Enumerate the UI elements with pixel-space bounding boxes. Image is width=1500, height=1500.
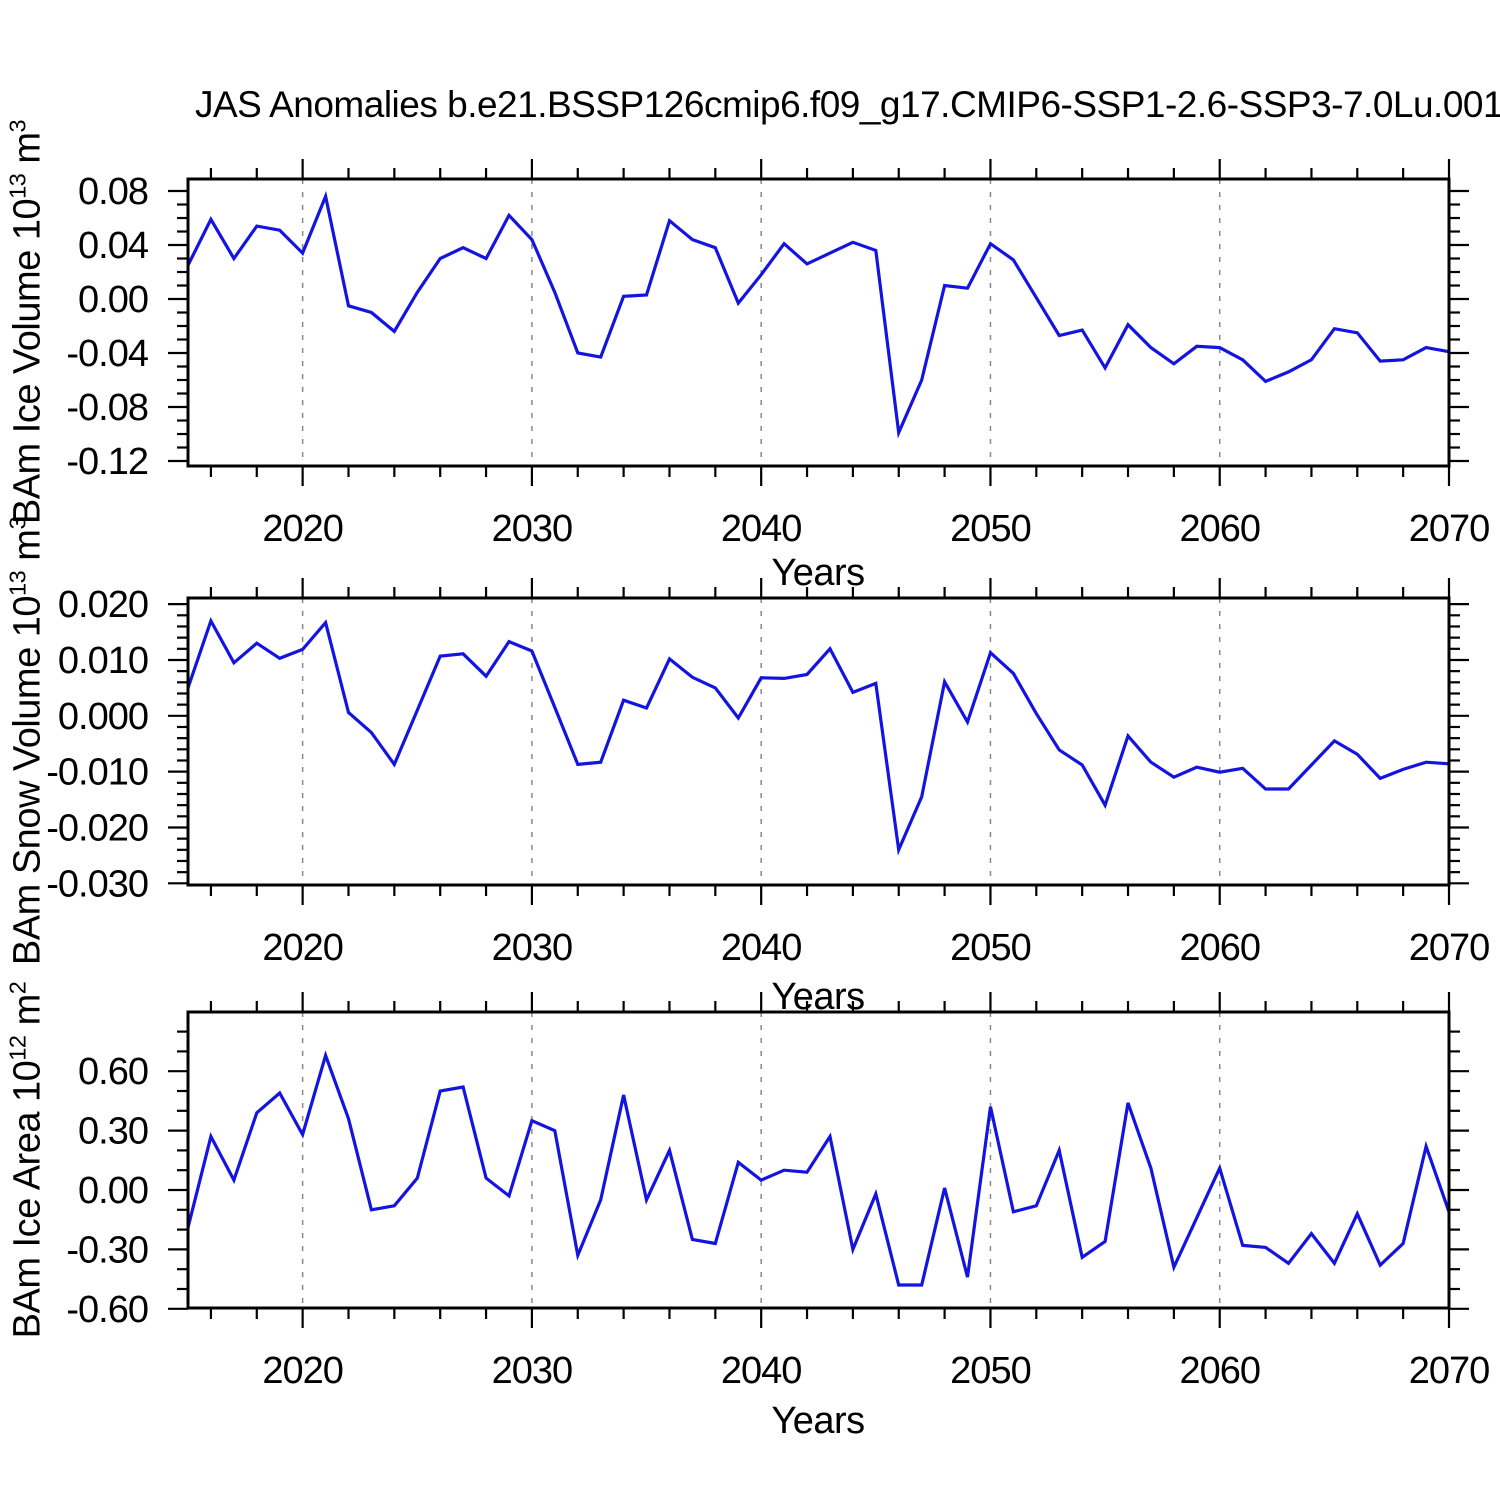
y-tick-label: 0.000 — [58, 696, 148, 738]
y-tick-label: 0.010 — [58, 640, 148, 682]
y-tick-label: -0.04 — [66, 333, 148, 375]
axis-box — [186, 177, 1451, 468]
y-axis-label-unit: m — [6, 994, 49, 1036]
panel-2: 2020 2030 2040 2050 2060 2070 0.020 0.010 0.000 -… — [46, 578, 1490, 969]
y-axis-label-ice-area: BAm Ice Area 1012 m2 — [5, 982, 50, 1339]
panel-3: 2020 2030 2040 2050 2060 2070 0.60 0.30 0.00 -0.3… — [66, 992, 1490, 1392]
x-tick-label: 2020 — [262, 508, 343, 550]
x-tick-label: 2070 — [1409, 508, 1490, 550]
x-axis-label-years-panel-2: Years — [771, 976, 865, 1018]
bam-ice-area-line — [186, 1050, 1451, 1287]
axis-box — [186, 1010, 1451, 1310]
y-axis-label-unit-exponent: 2 — [4, 981, 31, 995]
x-tick-label: 2060 — [1179, 1350, 1260, 1392]
x-tick-label: 2050 — [950, 508, 1031, 550]
y-axis-label-exponent: 13 — [4, 173, 31, 199]
x-tick-label: 2050 — [950, 927, 1031, 969]
x-tick-label: 2040 — [721, 1350, 802, 1392]
y-axis-label-unit-exponent: 3 — [4, 516, 31, 530]
y-tick-label: -0.030 — [46, 863, 148, 905]
x-tick-label: 2070 — [1409, 1350, 1490, 1392]
x-tick-label: 2060 — [1179, 927, 1260, 969]
y-axis-label-exponent: 13 — [4, 570, 31, 596]
x-tick-label: 2050 — [950, 1350, 1031, 1392]
figure-title: JAS Anomalies b.e21.BSSP126cmip6.f09_g17… — [195, 84, 1500, 125]
y-axis-label-unit-exponent: 3 — [4, 119, 31, 133]
x-tick-label: 2030 — [492, 508, 573, 550]
panel-1: 2020 2030 2040 2050 2060 2070 0.08 0.04 0.00 -0.0… — [66, 159, 1490, 550]
y-tick-label: -0.60 — [66, 1289, 148, 1331]
y-tick-label: -0.30 — [66, 1229, 148, 1271]
y-axis-label-text: BAm Snow Volume 10 — [6, 595, 49, 966]
y-axis-label-exponent: 12 — [4, 1035, 31, 1061]
y-axis-label-unit: m — [6, 132, 49, 174]
y-tick-label: -0.010 — [46, 752, 148, 794]
axis-box — [186, 596, 1451, 887]
y-tick-label: 0.04 — [78, 225, 149, 267]
y-axis-label-ice-volume: BAm Ice Volume 1013 m3 — [5, 120, 50, 524]
x-tick-label: 2040 — [721, 508, 802, 550]
y-tick-label: -0.020 — [46, 807, 148, 849]
y-tick-label: -0.12 — [66, 441, 148, 483]
x-axis-label-years-panel-3: Years — [771, 1400, 865, 1442]
x-tick-label: 2020 — [262, 1350, 343, 1392]
x-tick-label: 2030 — [492, 927, 573, 969]
y-tick-label: 0.60 — [78, 1051, 148, 1093]
y-tick-label: 0.020 — [58, 584, 148, 626]
y-tick-label: -0.08 — [66, 387, 148, 429]
bam-ice-volume-line — [186, 190, 1450, 439]
x-tick-label: 2040 — [721, 927, 802, 969]
y-tick-label: 0.30 — [78, 1111, 148, 1153]
y-axis-label-text: BAm Ice Volume 10 — [6, 198, 49, 525]
y-tick-label: 0.08 — [78, 171, 148, 213]
x-tick-label: 2030 — [492, 1350, 573, 1392]
y-tick-label: 0.00 — [78, 279, 148, 321]
x-tick-label: 2070 — [1409, 927, 1490, 969]
bam-snow-volume-line — [186, 616, 1450, 856]
x-axis-label-years-panel-1: Years — [771, 552, 865, 594]
y-tick-label: 0.00 — [78, 1170, 148, 1212]
y-axis-label-snow-volume: BAm Snow Volume 1013 m3 — [5, 517, 50, 965]
x-tick-label: 2060 — [1179, 508, 1260, 550]
y-axis-label-unit: m — [6, 529, 49, 571]
x-tick-label: 2020 — [262, 927, 343, 969]
y-axis-label-text: BAm Ice Area 10 — [6, 1060, 49, 1339]
